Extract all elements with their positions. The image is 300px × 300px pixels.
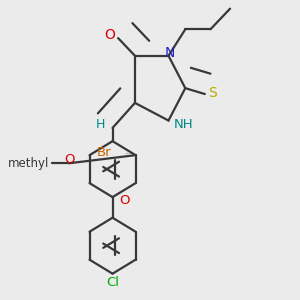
Text: S: S [208,85,216,100]
Text: Cl: Cl [106,276,119,289]
Text: O: O [64,153,74,166]
Text: NH: NH [174,118,194,131]
Text: Br: Br [97,146,111,159]
Text: methyl: methyl [51,162,56,163]
Text: methoxy: methoxy [125,153,132,154]
Text: O: O [119,194,130,207]
Text: H: H [96,118,106,131]
Text: N: N [165,46,175,60]
Text: O: O [104,28,115,42]
Text: methyl: methyl [8,157,50,170]
